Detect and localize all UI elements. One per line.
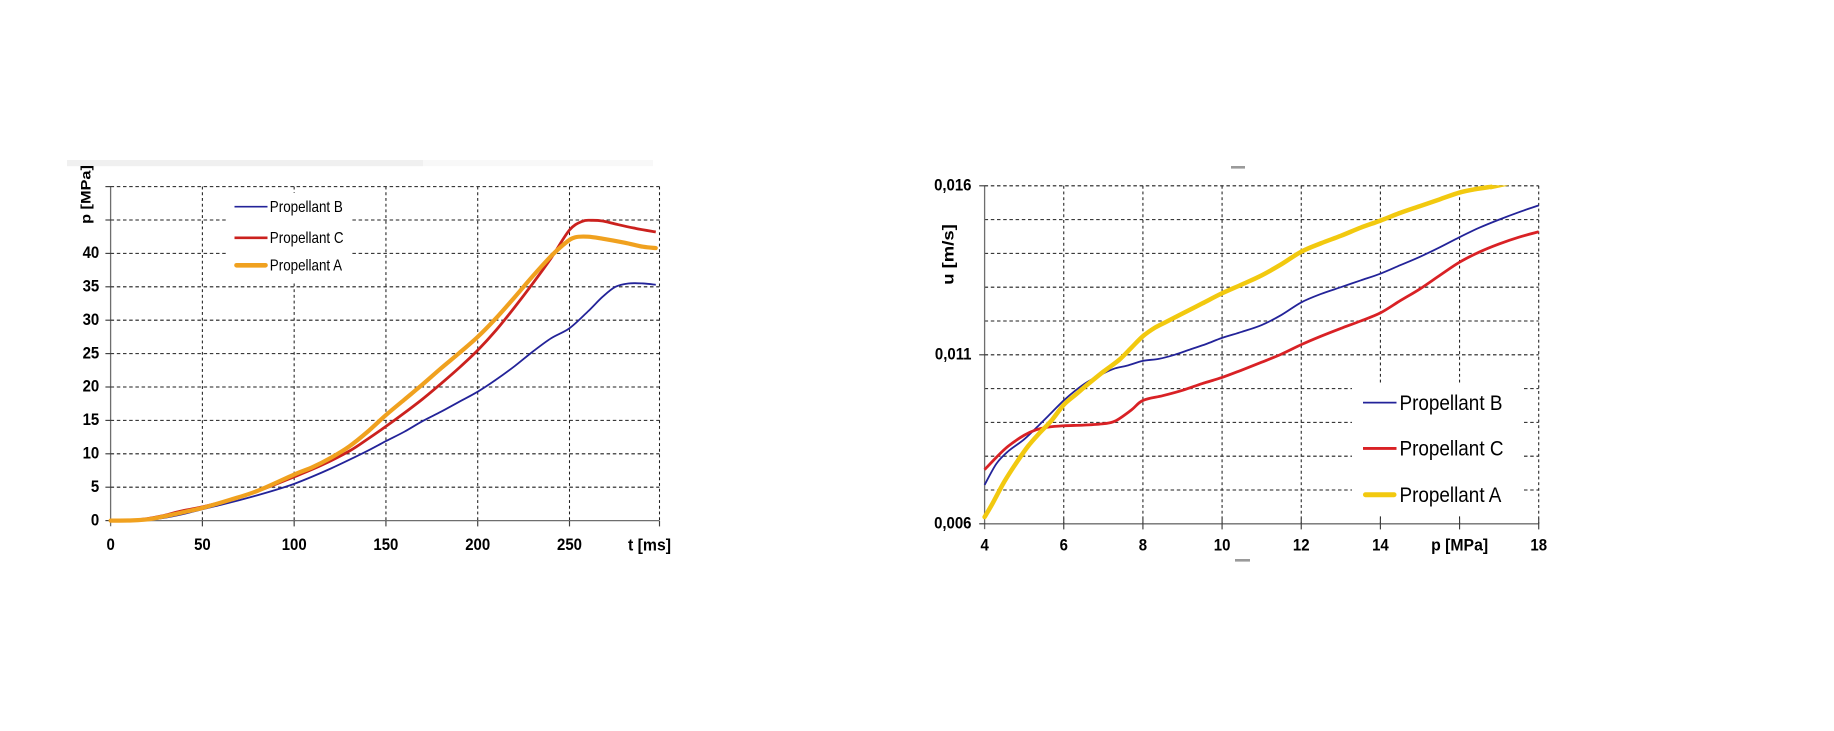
svg-text:150: 150 <box>373 536 398 554</box>
svg-text:Propellant B: Propellant B <box>1400 392 1503 415</box>
svg-text:0: 0 <box>106 536 114 554</box>
svg-text:6: 6 <box>1060 537 1068 555</box>
svg-text:18: 18 <box>1530 537 1547 555</box>
svg-text:35: 35 <box>83 278 100 296</box>
svg-text:0: 0 <box>91 511 99 529</box>
svg-text:0,006: 0,006 <box>934 515 972 533</box>
svg-text:10: 10 <box>83 445 100 463</box>
svg-text:250: 250 <box>557 536 582 554</box>
svg-text:200: 200 <box>465 536 490 554</box>
svg-text:p [MPa]: p [MPa] <box>1431 536 1488 555</box>
svg-text:25: 25 <box>83 344 100 362</box>
svg-text:4: 4 <box>980 537 988 555</box>
svg-text:Propellant A: Propellant A <box>1400 484 1503 507</box>
svg-text:14: 14 <box>1372 537 1389 555</box>
svg-text:8: 8 <box>1139 537 1147 555</box>
svg-text:t [ms]: t [ms] <box>628 536 671 555</box>
svg-text:100: 100 <box>282 536 307 554</box>
svg-text:Propellant B: Propellant B <box>270 199 343 216</box>
svg-text:Propellant A: Propellant A <box>270 258 343 275</box>
svg-text:0,016: 0,016 <box>934 177 972 195</box>
svg-text:u [m/s]: u [m/s] <box>940 224 957 285</box>
svg-text:5: 5 <box>91 478 99 496</box>
svg-text:50: 50 <box>194 536 211 554</box>
svg-text:0,011: 0,011 <box>935 346 972 364</box>
svg-text:40: 40 <box>83 244 100 262</box>
svg-text:Propellant C: Propellant C <box>270 230 344 247</box>
svg-text:30: 30 <box>83 311 100 329</box>
svg-text:p [MPa]: p [MPa] <box>79 165 94 224</box>
svg-text:12: 12 <box>1293 537 1310 555</box>
svg-text:20: 20 <box>83 378 100 396</box>
svg-text:15: 15 <box>83 411 100 429</box>
svg-text:10: 10 <box>1214 537 1231 555</box>
svg-text:Propellant C: Propellant C <box>1400 438 1504 461</box>
